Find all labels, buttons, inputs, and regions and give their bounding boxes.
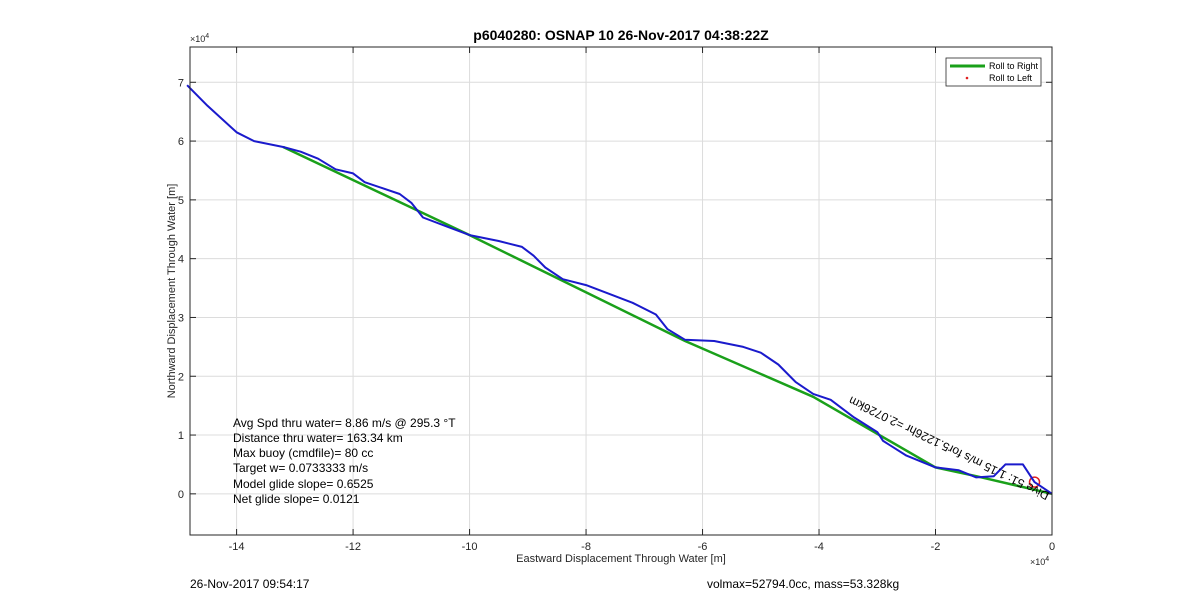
legend-label-roll-left: Roll to Left	[989, 73, 1033, 83]
y-tick-label: 4	[178, 254, 184, 266]
annotation-distance: Distance thru water= 163.34 km	[233, 431, 403, 445]
annotation-max-buoy: Max buoy (cmdfile)= 80 cc	[233, 446, 373, 460]
annotation-avg-speed: Avg Spd thru water= 8.86 m/s @ 295.3 °T	[233, 416, 456, 430]
legend-box	[945, 57, 1042, 87]
y-tick-label: 6	[178, 136, 184, 148]
footer-timestamp: 26-Nov-2017 09:54:17	[190, 577, 310, 591]
y-tick-label: 0	[178, 489, 184, 501]
y-tick-label: 1	[178, 430, 184, 442]
x-tick-label: -6	[698, 541, 708, 553]
y-tick-label: 2	[178, 371, 184, 383]
legend-label-roll-right: Roll to Right	[989, 61, 1039, 71]
x-axis-label: Eastward Displacement Through Water [m]	[516, 553, 726, 565]
x-exponent-label: ×104	[1030, 556, 1049, 567]
x-tick-label: -8	[581, 541, 591, 553]
annotation-model-glide: Model glide slope= 0.6525	[233, 477, 374, 491]
y-tick-label: 7	[178, 77, 184, 89]
y-exponent-label: ×104	[190, 33, 209, 44]
series-point-roll-to-left	[1028, 476, 1041, 488]
series-line-track	[186, 84, 1053, 495]
axes-box	[189, 46, 1053, 536]
x-tick-label: -14	[229, 541, 245, 553]
y-axis-label: Northward Displacement Through Water [m]	[166, 184, 178, 399]
x-tick-label: -12	[345, 541, 361, 553]
plot-area	[190, 47, 1052, 535]
y-tick-label: 3	[178, 312, 184, 324]
legend: Roll to Right Roll to Left	[945, 57, 1042, 87]
x-tick-label: -2	[931, 541, 941, 553]
chart-title: p6040280: OSNAP 10 26-Nov-2017 04:38:22Z	[473, 27, 769, 43]
x-tick-label: -4	[814, 541, 824, 553]
series-layer	[186, 84, 1053, 496]
y-tick-label: 5	[178, 195, 184, 207]
x-tick-label: 0	[1049, 541, 1055, 553]
annotation-block: Avg Spd thru water= 8.86 m/s @ 295.3 °T …	[233, 416, 456, 506]
annotation-net-glide: Net glide slope= 0.0121	[233, 492, 360, 506]
legend-swatch-roll-left	[965, 76, 969, 80]
footer-volmax-mass: volmax=52794.0cc, mass=53.328kg	[707, 577, 899, 591]
x-tick-label: -10	[462, 541, 478, 553]
tick-layer: -14 -12 -10 -8 -6 -4 -2 0 0 1 2 3 4 5 6 7	[178, 47, 1055, 553]
annotation-target-w: Target w= 0.0733333 m/s	[233, 461, 368, 475]
